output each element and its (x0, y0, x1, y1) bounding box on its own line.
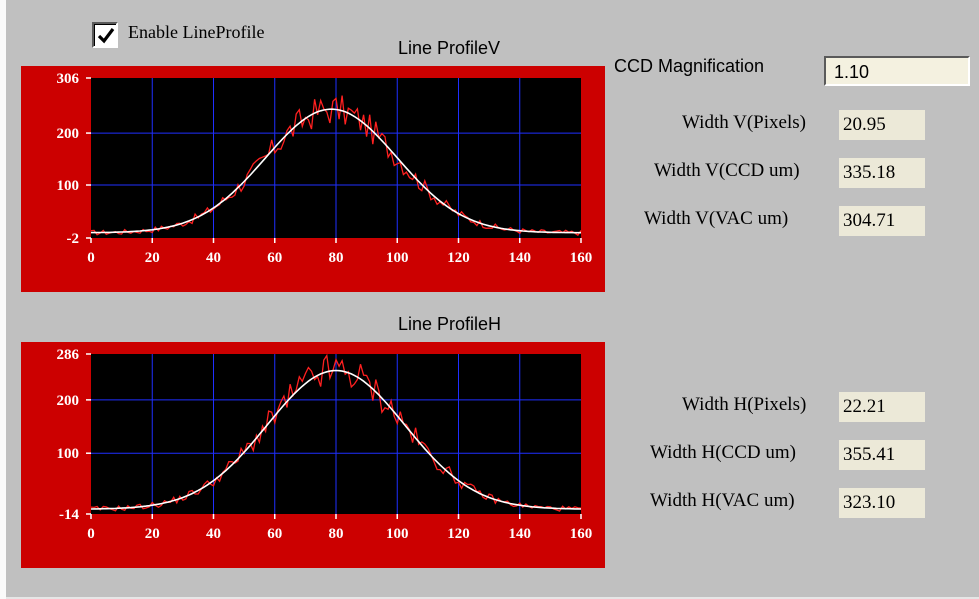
width-v-pixels-label: Width V(Pixels) (682, 112, 806, 133)
x-tick-label: 20 (145, 250, 160, 266)
y-tick-label: 200 (57, 126, 80, 142)
x-tick-label: 120 (447, 526, 470, 542)
y-tick-label: 100 (57, 178, 80, 194)
graph-title-v: Line ProfileV (398, 38, 501, 58)
x-tick-label: 0 (87, 526, 95, 542)
width-v-pixels-value: 20.95 (839, 110, 925, 140)
y-tick-label: 306 (57, 71, 80, 87)
checkmark-icon (97, 28, 115, 44)
gaussian-fit-line (90, 369, 582, 510)
line-profile-v-chart: 0 20 40 60 80 100 120 140 160 -2 100 200 306 (21, 66, 605, 292)
x-tick-label: 60 (267, 250, 282, 266)
y-tick-label: 200 (57, 393, 80, 409)
enable-lineprofile-label: Enable LineProfile (128, 22, 265, 42)
ccd-magnification-input[interactable]: 1.10 (824, 56, 970, 86)
x-tick-label: 60 (267, 526, 282, 542)
width-v-vac-um-label: Width V(VAC um) (644, 208, 789, 229)
x-tick-label: 0 (87, 250, 95, 266)
y-tick-label: -14 (59, 507, 79, 523)
ccd-magnification-label: CCD Magnification (614, 56, 765, 76)
x-tick-label: 80 (329, 526, 344, 542)
x-tick-label: 160 (570, 526, 593, 542)
width-h-vac-um-value: 323.10 (839, 488, 925, 518)
raw-profile-line (90, 353, 582, 512)
width-h-pixels-label: Width H(Pixels) (682, 394, 807, 415)
line-profile-panel: Enable LineProfile Line ProfileV 0 20 40 60… (6, 0, 979, 599)
x-tick-label: 40 (206, 250, 221, 266)
x-tick-label: 160 (570, 250, 593, 266)
width-h-vac-um-label: Width H(VAC um) (650, 490, 795, 511)
x-tick-label: 140 (509, 250, 532, 266)
x-tick-label: 120 (447, 250, 470, 266)
x-tick-label: 100 (386, 526, 409, 542)
gaussian-fit-line (91, 108, 581, 234)
width-h-ccd-um-value: 355.41 (839, 440, 925, 470)
x-tick-label: 80 (329, 250, 344, 266)
x-tick-label: 100 (386, 250, 409, 266)
y-tick-label: 100 (57, 446, 80, 462)
width-v-ccd-um-value: 335.18 (839, 158, 925, 188)
line-profile-h-chart: 0 20 40 60 80 100 120 140 160 -14 100 200 286 (21, 342, 605, 568)
y-tick-label: -2 (67, 231, 80, 247)
width-v-ccd-um-label: Width V(CCD um) (654, 160, 800, 181)
width-h-ccd-um-label: Width H(CCD um) (650, 442, 796, 463)
width-v-vac-um-value: 304.71 (839, 206, 925, 236)
enable-lineprofile-checkbox[interactable] (92, 22, 118, 48)
graph-title-h: Line ProfileH (398, 314, 502, 334)
y-tick-label: 286 (57, 347, 80, 363)
width-h-pixels-value: 22.21 (839, 392, 925, 422)
x-tick-label: 20 (145, 526, 160, 542)
x-tick-label: 40 (206, 526, 221, 542)
x-tick-label: 140 (509, 526, 532, 542)
